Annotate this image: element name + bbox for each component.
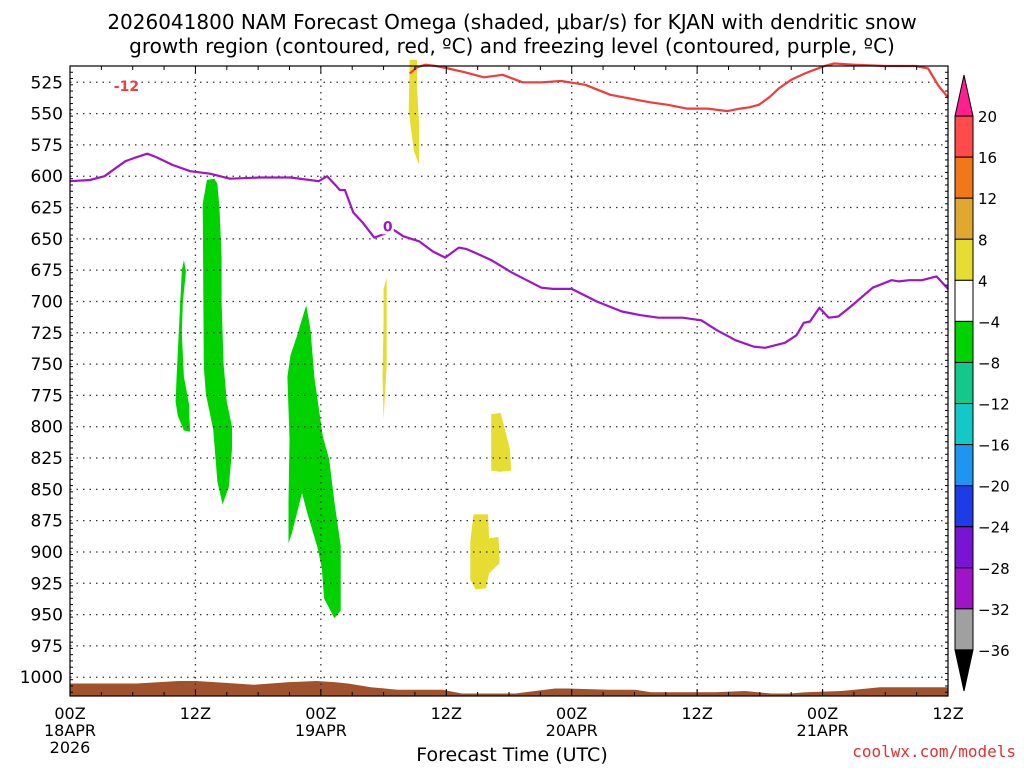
x-tick-label: 20APR (546, 721, 598, 740)
contour-label: 0 (383, 219, 393, 235)
source-credit: coolwx.com/models (852, 742, 1016, 761)
omega-region-3 (287, 305, 341, 619)
y-tick-label: 825 (31, 449, 63, 469)
colorbar-arrow-top (954, 74, 974, 117)
omega-region-6 (491, 412, 512, 472)
contour-line-dgz (408, 62, 949, 113)
colorbar-label: −28 (978, 560, 1010, 578)
contour-line-freezing (69, 152, 949, 349)
x-tick-label: 00Z (54, 704, 85, 723)
contour-label-bg (112, 78, 141, 95)
colorbar-bin (954, 197, 974, 240)
colorbar-bin (954, 567, 974, 610)
omega-shaded-regions (175, 59, 512, 619)
y-tick-label: 900 (31, 543, 63, 563)
contour-label: -12 (114, 79, 139, 95)
y-tick-label: 925 (31, 574, 63, 594)
colorbar-label: −16 (978, 437, 1010, 455)
colorbar-label: 8 (978, 231, 988, 249)
colorbar-bin (954, 320, 974, 363)
colorbar-label: −36 (978, 642, 1010, 660)
x-tick-label: 18APR (44, 721, 96, 740)
chart-title-line-1: 2026041800 NAM Forecast Omega (shaded, μ… (107, 10, 917, 34)
colorbar-bin (954, 526, 974, 569)
y-tick-label: 950 (31, 606, 63, 626)
y-tick-label: 575 (31, 136, 63, 156)
colorbar-bin (954, 279, 974, 322)
contour-label-bg (381, 218, 394, 235)
y-axis-tick-labels: 525 550 575 600 625 650 675 700 725 750 775 800 825 8… (20, 73, 63, 688)
colorbar-bin (954, 361, 974, 405)
colorbar-label: 16 (978, 149, 997, 167)
y-tick-label: 850 (31, 480, 63, 500)
omega-region-7 (470, 514, 500, 590)
colorbar-bin (954, 485, 974, 528)
colorbar-bin (954, 608, 974, 651)
plot-border (69, 65, 949, 697)
y-tick-label: 750 (31, 355, 63, 375)
grid-lines (70, 66, 948, 696)
colorbar-bin (954, 156, 974, 199)
colorbar-label: −8 (978, 354, 1000, 372)
x-tick-label: 2026 (50, 738, 91, 757)
x-tick-label: 00Z (556, 704, 587, 723)
y-tick-label: 525 (31, 73, 63, 93)
omega-region-2 (202, 178, 232, 505)
x-tick-label: 12Z (681, 704, 712, 723)
colorbar-bin (954, 444, 974, 487)
plot-frame (69, 65, 949, 697)
colorbar-arrow-bottom (954, 649, 974, 692)
colorbar-label: 20 (978, 108, 997, 126)
colorbar-label: 4 (978, 272, 988, 290)
colorbar-label: −24 (978, 519, 1010, 537)
colorbar-label: −12 (978, 396, 1010, 414)
omega-region-1 (175, 260, 191, 432)
x-tick-label: 00Z (305, 704, 336, 723)
x-tick-label: 00Z (807, 704, 838, 723)
colorbar-bin (954, 238, 974, 281)
x-tick-label: 19APR (295, 721, 347, 740)
y-tick-label: 975 (31, 637, 63, 657)
x-axis-label: Forecast Time (UTC) (416, 744, 608, 766)
y-tick-label: 675 (31, 261, 63, 281)
colorbar-label: −32 (978, 601, 1010, 619)
y-tick-label: 650 (31, 230, 63, 250)
y-tick-label: 875 (31, 512, 63, 532)
y-tick-label: 625 (31, 199, 63, 219)
colorbar-legend: 20 16 12 8 4 −4 −8 −12 −16 −20 −24 −28 −32 −36 (954, 74, 1010, 692)
omega-region-4 (408, 59, 420, 165)
y-tick-label: 775 (31, 386, 63, 406)
y-tick-label: 600 (31, 167, 63, 187)
y-tick-label: 550 (31, 105, 63, 125)
colorbar-bin (954, 403, 974, 446)
x-tick-label: 12Z (180, 704, 211, 723)
contour-lines: -12 0 (69, 62, 949, 349)
colorbar-label: 12 (978, 190, 997, 208)
y-tick-label: 725 (31, 324, 63, 344)
colorbar-bin (954, 115, 974, 158)
y-tick-label: 800 (31, 418, 63, 438)
x-tick-label: 12Z (932, 704, 963, 723)
colorbar-label: −4 (978, 313, 1000, 331)
chart-title-line-2: growth region (contoured, red, ºC) and f… (129, 34, 895, 58)
x-tick-label: 12Z (431, 704, 462, 723)
colorbar-label: −20 (978, 478, 1010, 496)
omega-region-5 (382, 277, 387, 420)
x-tick-label: 21APR (797, 721, 849, 740)
y-tick-label: 700 (31, 292, 63, 312)
y-tick-label: 1000 (20, 668, 63, 688)
